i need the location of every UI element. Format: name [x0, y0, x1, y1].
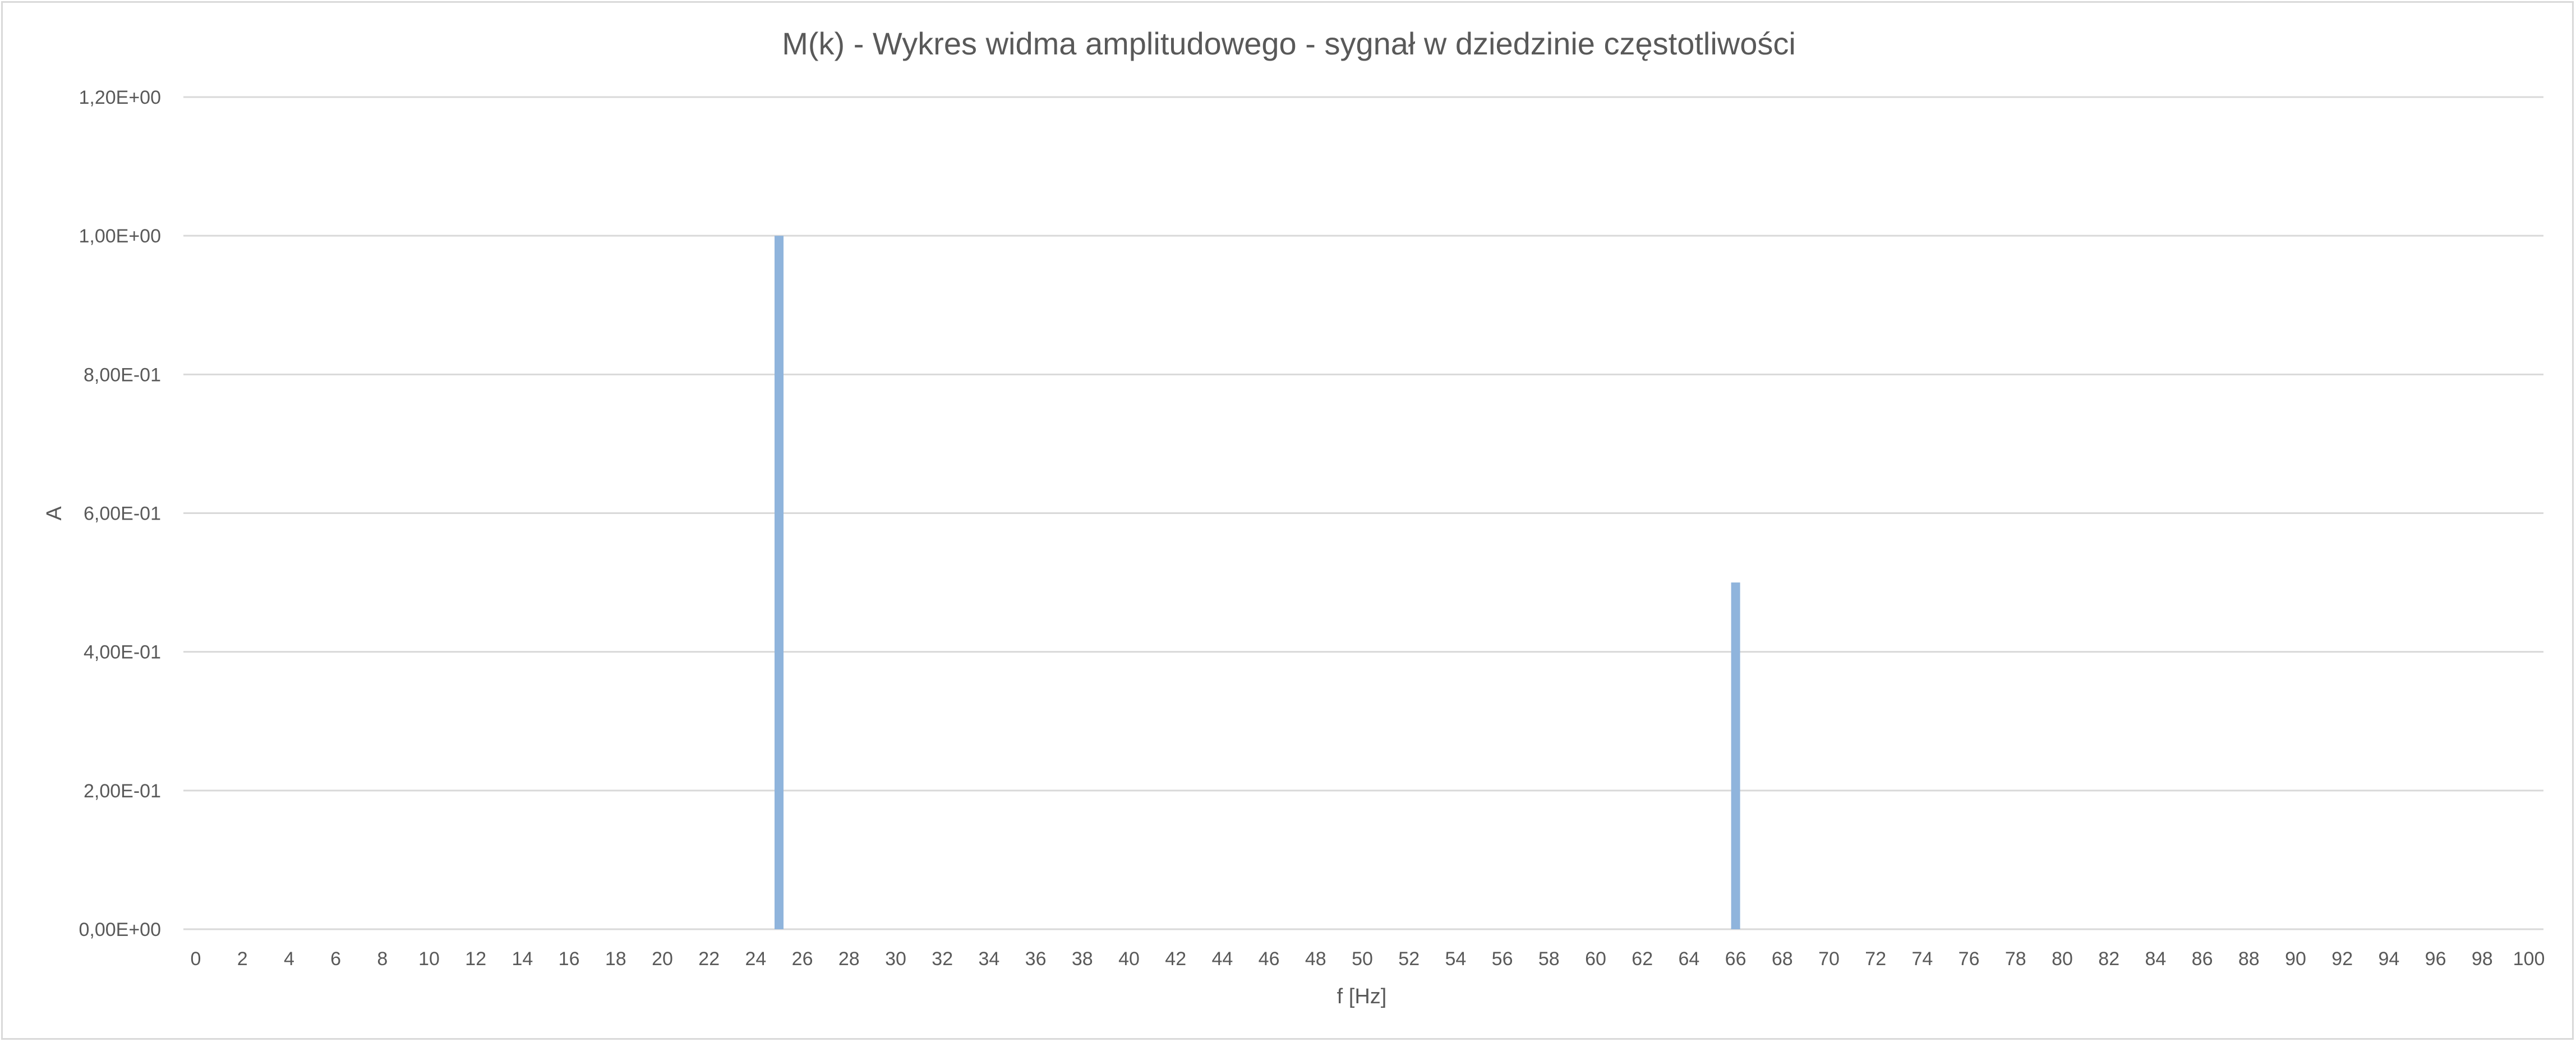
- x-tick-label: 34: [978, 948, 999, 970]
- y-tick-label: 1,00E+00: [79, 226, 161, 247]
- x-tick-label: 78: [2005, 948, 2026, 970]
- x-tick-label: 22: [698, 948, 720, 970]
- x-tick-label: 8: [377, 948, 388, 970]
- x-tick-label: 66: [1725, 948, 1746, 970]
- x-tick-label: 4: [284, 948, 294, 970]
- x-tick-label: 86: [2192, 948, 2213, 970]
- chart-title: M(k) - Wykres widma amplitudowego - sygn…: [782, 26, 1796, 61]
- x-tick-label: 56: [1492, 948, 1513, 970]
- x-tick-label: 46: [1259, 948, 1280, 970]
- x-tick-label: 76: [1959, 948, 1980, 970]
- x-tick-label: 14: [511, 948, 533, 970]
- x-tick-label: 82: [2098, 948, 2119, 970]
- x-tick-label: 54: [1445, 948, 1466, 970]
- x-tick-label: 26: [792, 948, 813, 970]
- chart-svg: M(k) - Wykres widma amplitudowego - sygn…: [43, 26, 2545, 1008]
- bar-f-66: [1731, 582, 1740, 929]
- y-axis-tick-labels: 0,00E+00 2,00E-01 4,00E-01 6,00E-01 8,00E-01…: [79, 87, 161, 940]
- x-axis-tick-labels: 0 2 4 6 8 10 12 14 16 18 20 22 24 26 28 30 32 34 36 38 40 42 4…: [191, 948, 2545, 970]
- x-tick-label: 30: [885, 948, 906, 970]
- x-tick-label: 0: [191, 948, 201, 970]
- x-tick-label: 48: [1305, 948, 1326, 970]
- x-tick-label: 50: [1352, 948, 1373, 970]
- x-tick-label: 16: [559, 948, 580, 970]
- x-tick-label: 32: [932, 948, 953, 970]
- x-tick-label: 52: [1398, 948, 1420, 970]
- x-tick-label: 60: [1585, 948, 1606, 970]
- x-tick-label: 42: [1165, 948, 1186, 970]
- x-tick-label: 36: [1025, 948, 1047, 970]
- x-tick-label: 40: [1118, 948, 1140, 970]
- x-tick-label: 80: [2052, 948, 2073, 970]
- y-tick-label: 2,00E-01: [84, 781, 161, 802]
- x-tick-label: 44: [1211, 948, 1233, 970]
- x-tick-label: 2: [237, 948, 248, 970]
- x-tick-label: 88: [2238, 948, 2260, 970]
- x-tick-label: 70: [1818, 948, 1840, 970]
- y-axis-title: A: [43, 506, 66, 521]
- x-tick-label: 100: [2513, 948, 2545, 970]
- y-tick-label: 8,00E-01: [84, 364, 161, 385]
- x-tick-label: 62: [1632, 948, 1653, 970]
- bar-f-25: [775, 236, 784, 930]
- x-tick-label: 90: [2285, 948, 2306, 970]
- y-tick-label: 0,00E+00: [79, 919, 161, 940]
- x-tick-label: 74: [1911, 948, 1933, 970]
- x-tick-label: 12: [465, 948, 486, 970]
- x-tick-label: 18: [605, 948, 626, 970]
- x-tick-label: 28: [838, 948, 860, 970]
- x-tick-label: 6: [330, 948, 341, 970]
- x-tick-label: 68: [1772, 948, 1793, 970]
- x-tick-label: 10: [418, 948, 440, 970]
- x-tick-label: 24: [745, 948, 766, 970]
- x-tick-label: 96: [2425, 948, 2446, 970]
- x-tick-label: 38: [1072, 948, 1093, 970]
- grid-layer: [183, 96, 2543, 930]
- bar-layer: [775, 236, 1740, 930]
- x-tick-label: 94: [2378, 948, 2399, 970]
- x-tick-label: 98: [2472, 948, 2493, 970]
- x-axis-title: f [Hz]: [1337, 985, 1387, 1008]
- x-tick-label: 58: [1538, 948, 1560, 970]
- y-tick-label: 4,00E-01: [84, 642, 161, 663]
- x-tick-label: 20: [652, 948, 673, 970]
- x-tick-label: 72: [1865, 948, 1886, 970]
- x-tick-label: 92: [2331, 948, 2353, 970]
- x-tick-label: 84: [2145, 948, 2166, 970]
- y-tick-label: 1,20E+00: [79, 87, 161, 108]
- x-tick-label: 64: [1678, 948, 1699, 970]
- y-tick-label: 6,00E-01: [84, 503, 161, 525]
